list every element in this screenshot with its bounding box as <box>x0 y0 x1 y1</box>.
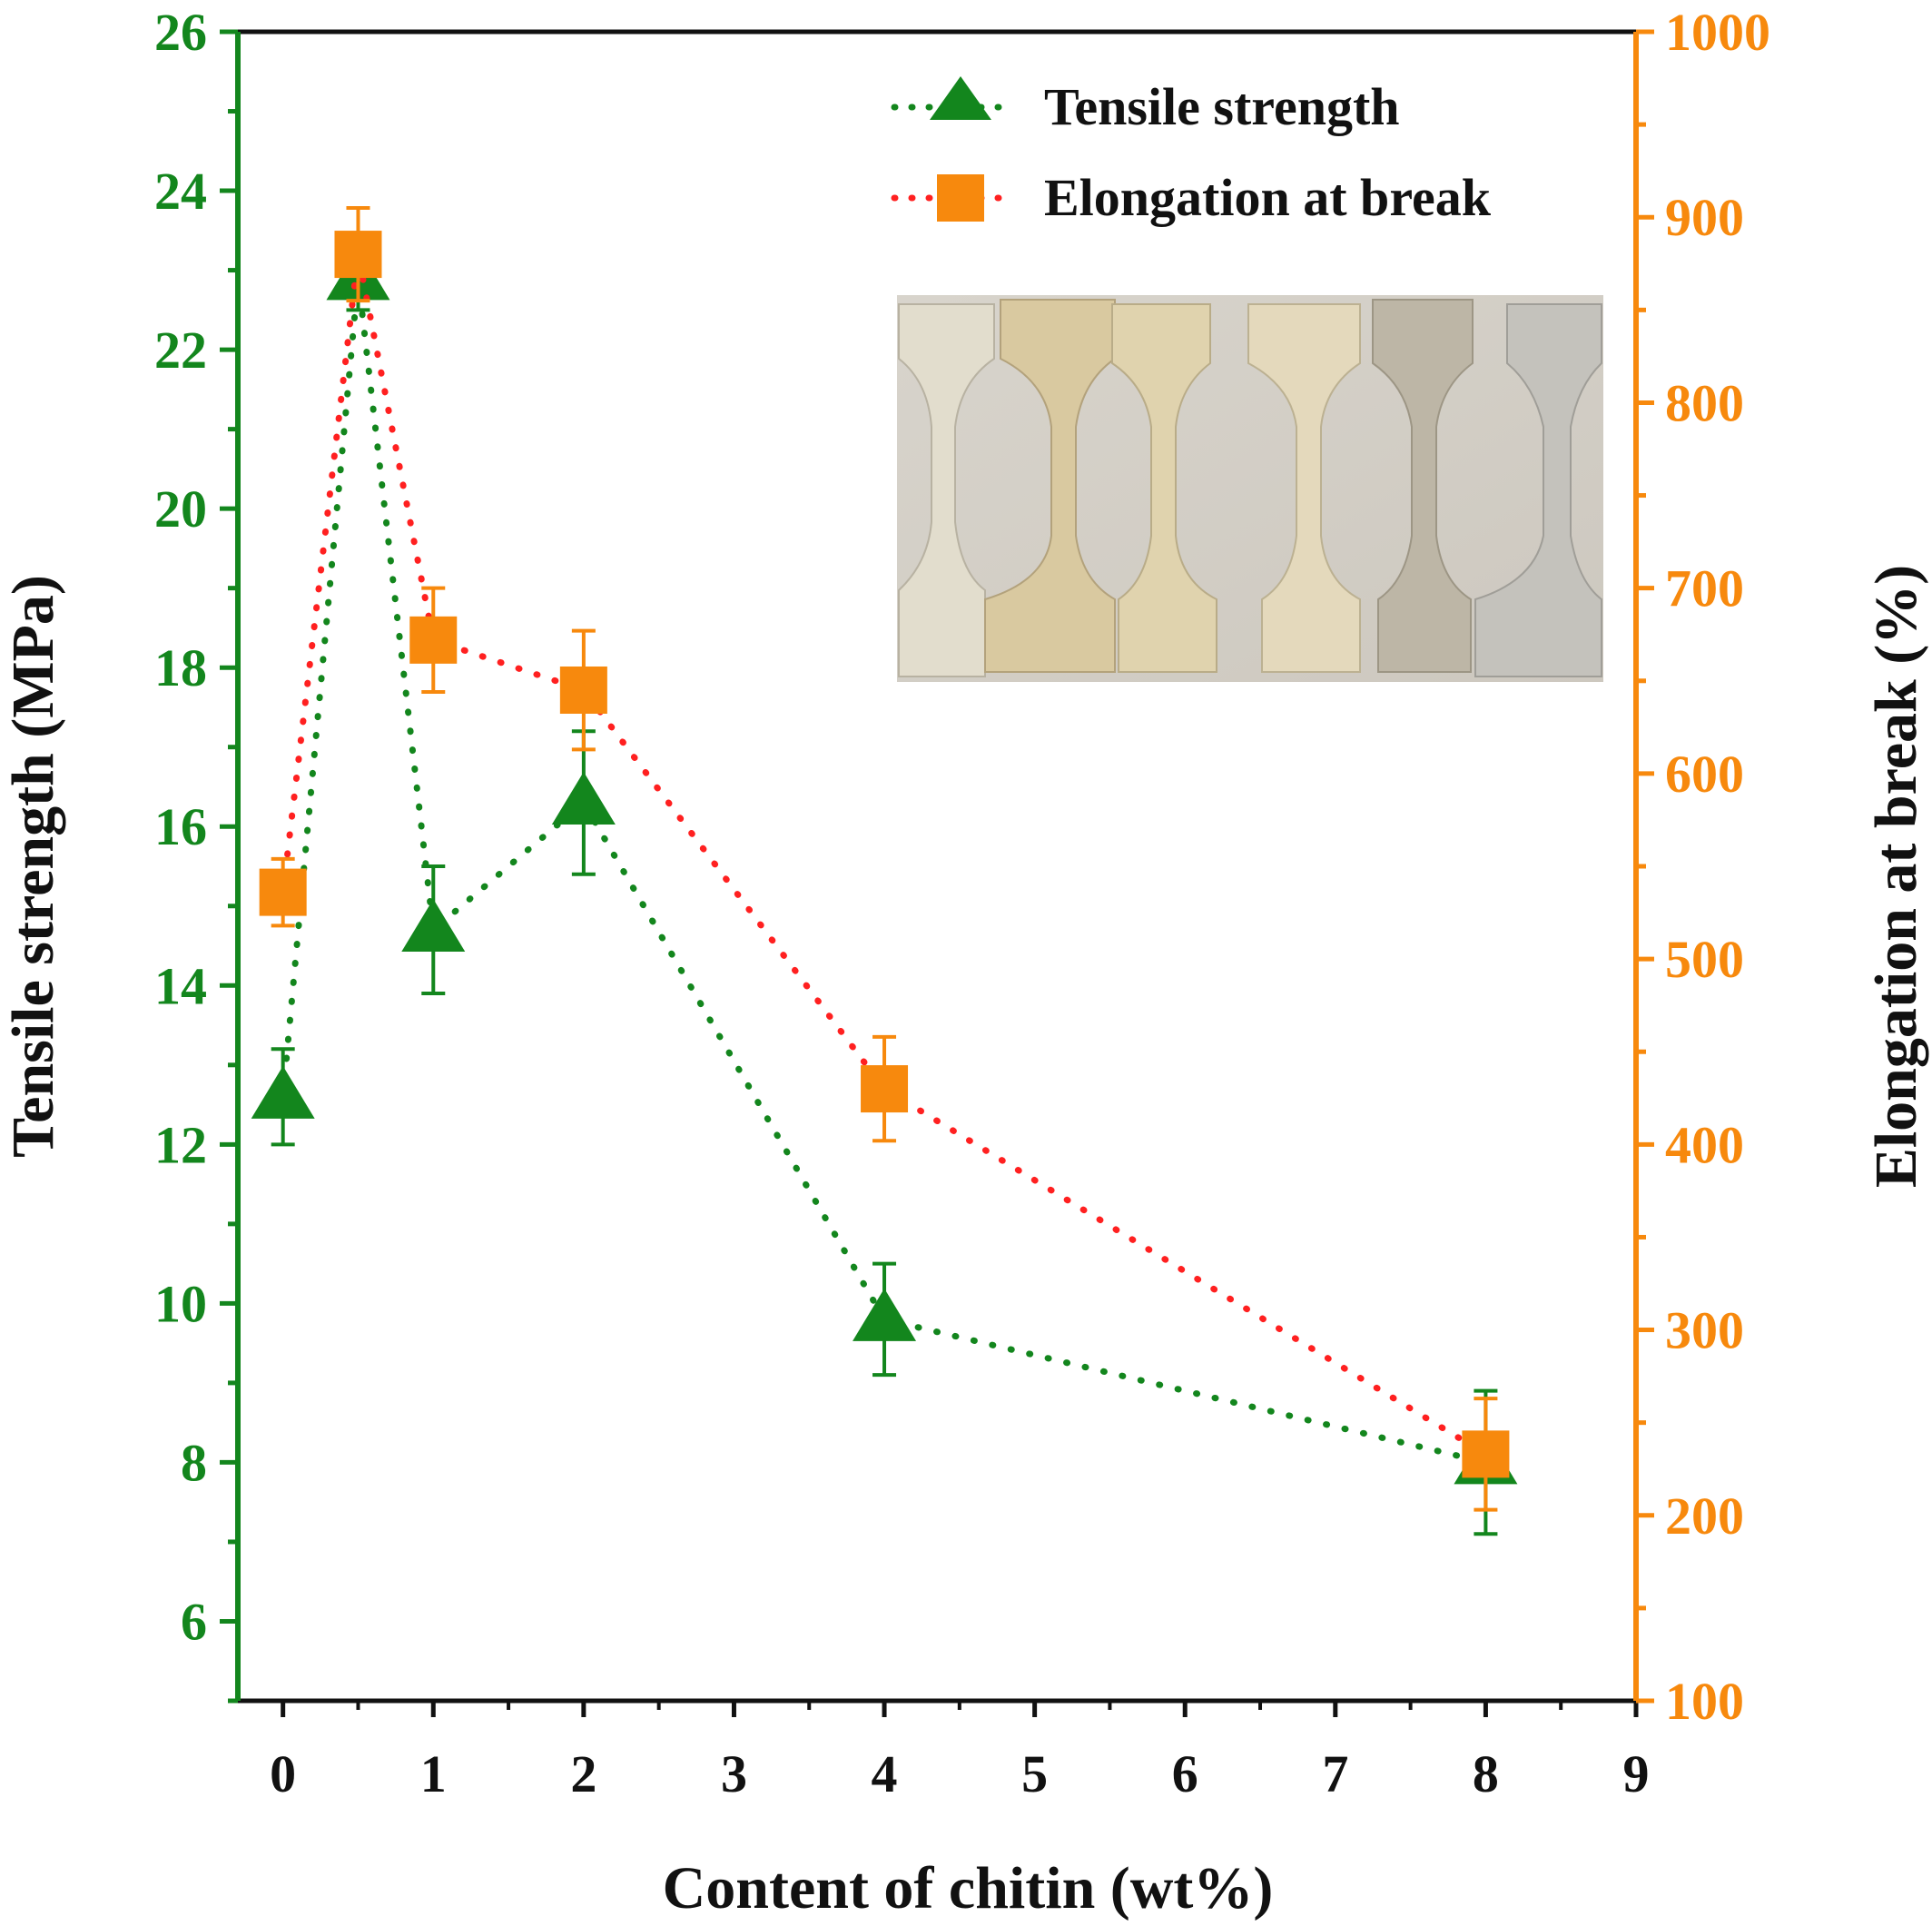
y-tick-label-5: 16 <box>154 797 207 856</box>
y-tick-label-2: 10 <box>154 1274 207 1333</box>
y2-tick-label-8: 900 <box>1665 188 1744 247</box>
y2-tick-label-2: 300 <box>1665 1301 1744 1360</box>
point-elongation-0 <box>259 868 307 916</box>
y-tick-label-6: 18 <box>154 638 207 697</box>
legend-label-tensile: Tensile strength <box>1044 77 1400 136</box>
point-elongation-3 <box>559 666 607 714</box>
x-tick-label-7: 7 <box>1322 1744 1348 1803</box>
point-tensile-4 <box>853 1288 917 1341</box>
legend: Tensile strength Elongation at break <box>891 76 1492 227</box>
x-tick-label-3: 3 <box>721 1744 747 1803</box>
y2-tick-label-7: 800 <box>1665 373 1744 432</box>
x-tick-label-6: 6 <box>1172 1744 1198 1803</box>
series-line-tensile <box>280 277 1489 1466</box>
y-axis-title-right: Elongation at break (%) <box>1863 565 1929 1188</box>
y-tick-label-4: 14 <box>154 956 207 1015</box>
y2-tick-label-5: 600 <box>1665 745 1744 804</box>
specimen-6 <box>1474 303 1602 677</box>
point-elongation-5 <box>1462 1430 1510 1478</box>
specimen-photo-inset <box>897 295 1603 682</box>
x-axis-title: Content of chitin (wt%) <box>663 1855 1274 1921</box>
x-tick-label-4: 4 <box>872 1744 898 1803</box>
specimen-2 <box>984 299 1116 673</box>
y-tick-label-3: 12 <box>154 1115 207 1174</box>
legend-square-icon <box>937 174 984 222</box>
specimen-5 <box>1372 299 1474 673</box>
point-elongation-4 <box>861 1065 909 1113</box>
legend-label-elongation: Elongation at break <box>1044 168 1492 227</box>
y2-tick-label-4: 500 <box>1665 930 1744 989</box>
point-elongation-2 <box>409 616 458 664</box>
x-tick-label-0: 0 <box>270 1744 296 1803</box>
legend-item-tensile: Tensile strength <box>891 76 1400 136</box>
y2-tick-label-6: 700 <box>1665 559 1744 618</box>
plot-frame <box>235 29 1639 1704</box>
specimen-1 <box>898 303 995 677</box>
x-tick-label-1: 1 <box>420 1744 447 1803</box>
point-tensile-0 <box>251 1065 315 1119</box>
point-tensile-2 <box>401 899 466 953</box>
point-elongation-1 <box>334 231 382 279</box>
y2-tick-label-0: 100 <box>1665 1672 1744 1731</box>
y2-tick-label-9: 1000 <box>1665 3 1770 62</box>
y-tick-label-0: 6 <box>181 1592 207 1651</box>
y-axis-title-left: Tensile strength (MPa) <box>0 575 66 1158</box>
y2-tick-label-1: 200 <box>1665 1486 1744 1546</box>
x-tick-label-8: 8 <box>1473 1744 1499 1803</box>
series-line-elongation <box>280 253 1489 1457</box>
y-tick-label-1: 8 <box>181 1433 207 1492</box>
y-tick-label-10: 26 <box>154 3 207 62</box>
point-tensile-3 <box>551 771 616 825</box>
specimen-3 <box>1111 303 1217 673</box>
y-tick-label-9: 24 <box>154 162 207 221</box>
specimen-4 <box>1247 303 1361 673</box>
y-tick-label-7: 20 <box>154 479 207 538</box>
legend-item-elongation: Elongation at break <box>891 168 1492 227</box>
axes-layer: 0 1 2 3 4 5 6 7 8 9681012141618202224261002003004… <box>154 3 1770 1803</box>
x-tick-label-5: 5 <box>1021 1744 1048 1803</box>
y-tick-label-8: 22 <box>154 321 207 380</box>
legend-triangle-icon <box>930 76 991 120</box>
series-layer <box>251 206 1518 1536</box>
x-tick-label-2: 2 <box>570 1744 596 1803</box>
y2-tick-label-3: 400 <box>1665 1115 1744 1174</box>
x-tick-label-9: 9 <box>1623 1744 1650 1803</box>
